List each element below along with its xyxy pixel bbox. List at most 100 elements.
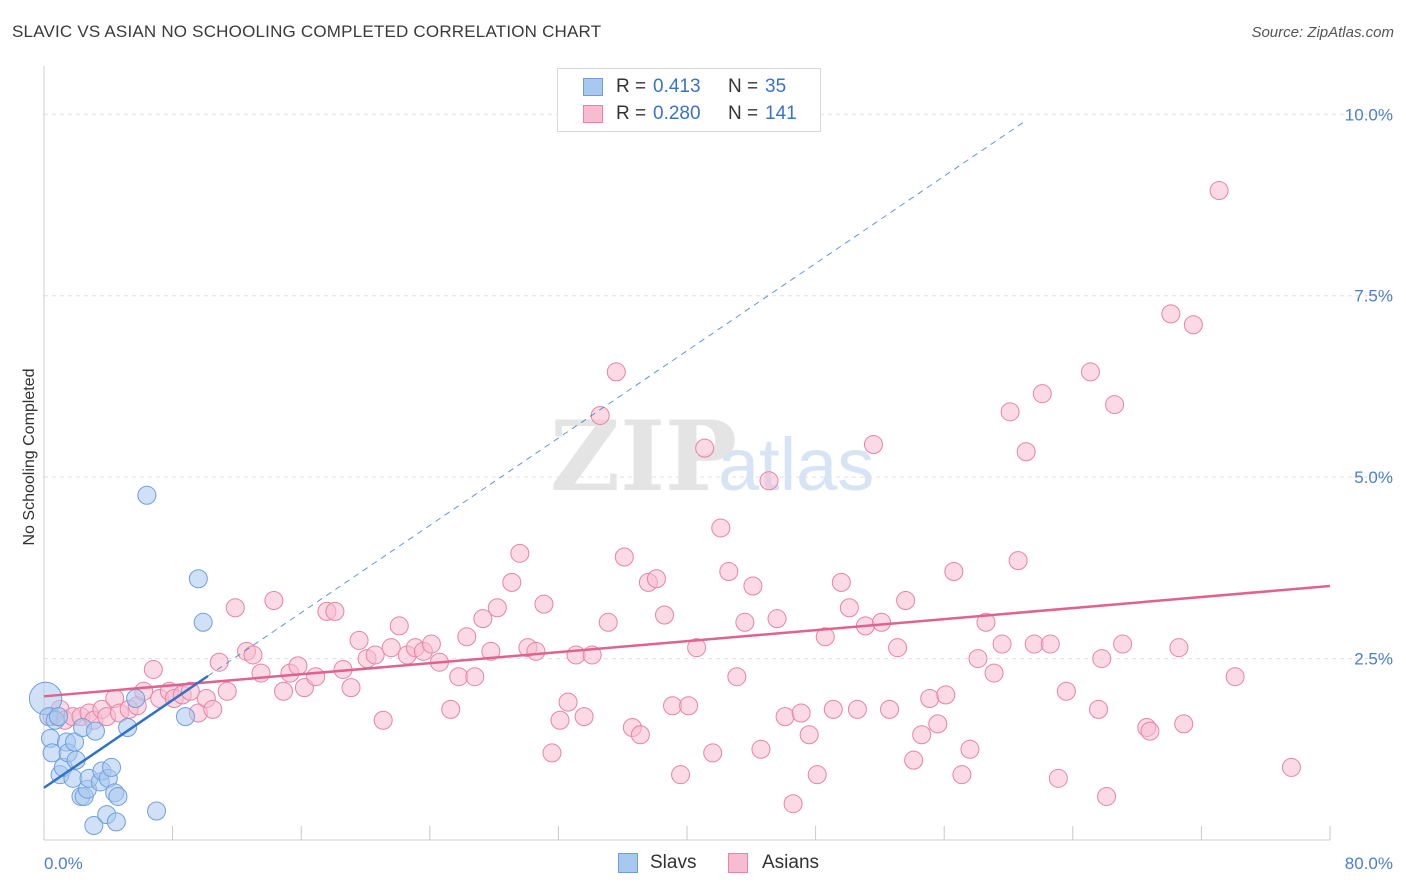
asians-point: [1113, 634, 1133, 654]
asians-point: [264, 591, 284, 611]
asians-legend-swatch: [728, 853, 748, 873]
asians-point: [630, 725, 650, 745]
watermark-atlas: atlas: [718, 423, 874, 506]
slavs-swatch: [583, 78, 603, 96]
asians-swatch: [583, 105, 603, 123]
asians-point: [143, 659, 163, 679]
slavs-point: [193, 612, 213, 632]
y-tick-label: 2.5%: [1354, 650, 1393, 669]
asians-point: [225, 598, 245, 618]
slavs-point: [48, 707, 68, 727]
asians-point: [306, 667, 326, 687]
asians-point: [719, 561, 739, 581]
y-tick-label: 7.5%: [1354, 287, 1393, 306]
asians-point: [1032, 384, 1052, 404]
asians-point: [381, 638, 401, 658]
asians-point: [441, 699, 461, 719]
asians-point: [976, 612, 996, 632]
asians-point: [1056, 681, 1076, 701]
asians-point: [1174, 714, 1194, 734]
asians-point: [654, 605, 674, 625]
asians-point: [968, 649, 988, 669]
slavs-points: [28, 485, 213, 835]
asians-point: [534, 594, 554, 614]
asians-point: [880, 699, 900, 719]
asians-point: [1281, 757, 1301, 777]
asians-point: [243, 645, 263, 665]
asians-point: [574, 707, 594, 727]
chart-title: SLAVIC VS ASIAN NO SCHOOLING COMPLETED C…: [12, 22, 602, 41]
asians-point: [341, 678, 361, 698]
asians-point: [274, 681, 294, 701]
slavs-point: [126, 688, 146, 708]
asians-point: [920, 688, 940, 708]
asians-legend-label: Asians: [762, 852, 820, 873]
asians-point: [373, 710, 393, 730]
asians-point: [727, 667, 747, 687]
asians-point: [180, 681, 200, 701]
asians-point: [711, 518, 731, 538]
asians-point: [663, 696, 683, 716]
asians-point: [217, 681, 237, 701]
asians-point: [389, 616, 409, 636]
asians-point: [783, 794, 803, 814]
asians-point: [799, 725, 819, 745]
asians-point: [984, 663, 1004, 683]
asians-point: [481, 641, 501, 661]
asians-point: [1000, 402, 1020, 422]
asians-point: [1040, 634, 1060, 654]
asians-point: [671, 765, 691, 785]
asians-point: [325, 601, 345, 621]
asians-point: [365, 645, 385, 665]
asians-point: [992, 634, 1012, 654]
asians-point: [1183, 315, 1203, 335]
asians-point: [1024, 634, 1044, 654]
r-label: R =: [616, 103, 647, 124]
slavs-point: [188, 569, 208, 589]
asians-point: [896, 591, 916, 611]
slavs-point: [84, 815, 104, 835]
asians-point: [735, 612, 755, 632]
asians-point: [912, 725, 932, 745]
r-value: 0.280: [653, 103, 701, 124]
asians-point: [1048, 768, 1068, 788]
asians-point: [679, 696, 699, 716]
asians-point: [421, 634, 441, 654]
asians-point: [542, 743, 562, 763]
x-tick-label: 0.0%: [44, 854, 83, 873]
asians-point: [1097, 786, 1117, 806]
asians-point: [487, 598, 507, 618]
asians-point: [1080, 362, 1100, 382]
asians-point: [872, 612, 892, 632]
asians-point: [759, 471, 779, 491]
slavs-point: [147, 801, 167, 821]
n-value: 35: [765, 76, 787, 97]
asians-point: [502, 572, 522, 592]
asians-point: [944, 561, 964, 581]
asians-point: [960, 739, 980, 759]
trend-lines: [43, 121, 1331, 789]
asians-point: [823, 699, 843, 719]
r-value: 0.413: [653, 76, 701, 97]
asians-point: [751, 739, 771, 759]
asians-point: [839, 598, 859, 618]
asians-point: [888, 638, 908, 658]
asians-point: [510, 543, 530, 563]
asians-point: [847, 699, 867, 719]
asians-point: [449, 667, 469, 687]
asians-point: [1016, 442, 1036, 462]
asians-point: [695, 438, 715, 458]
source-label: Source: ZipAtlas.com: [1251, 24, 1394, 41]
asians-point: [1140, 721, 1160, 741]
asians-point: [1089, 699, 1109, 719]
asians-point: [598, 612, 618, 632]
asians-point: [1225, 667, 1245, 687]
asians-point: [863, 434, 883, 454]
asians-point: [1092, 649, 1112, 669]
n-value: 141: [765, 103, 797, 124]
asians-point: [1209, 180, 1229, 200]
n-label: N =: [728, 103, 759, 124]
y-tick-label: 10.0%: [1345, 105, 1393, 124]
